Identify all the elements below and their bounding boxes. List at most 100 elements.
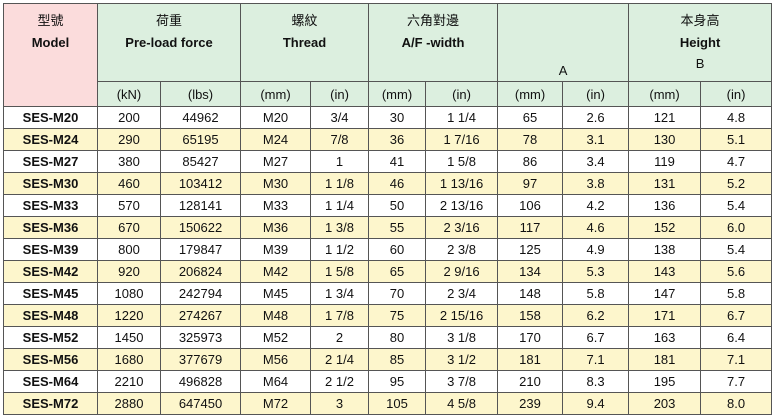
header-zh: 型號 xyxy=(37,13,64,28)
cell: 1 3/8 xyxy=(310,216,370,239)
unit-header: (in) xyxy=(562,81,630,107)
table-row: SES-M20 200 44962 M20 3/4 30 1 1/4 65 2.6 121 4.8 xyxy=(3,106,773,129)
cell: 3.4 xyxy=(562,150,630,173)
cell: 121 xyxy=(628,106,702,129)
cell: 138 xyxy=(628,238,702,261)
cell: 5.1 xyxy=(700,128,773,151)
cell: 3 1/2 xyxy=(425,348,499,371)
cell: 5.6 xyxy=(700,260,773,283)
unit-header: (mm) xyxy=(628,81,702,107)
cell: 1080 xyxy=(97,282,161,305)
model-cell: SES-M45 xyxy=(3,282,98,305)
cell: 4.2 xyxy=(562,194,630,217)
cell: 3/4 xyxy=(310,106,370,129)
cell: M39 xyxy=(240,238,312,261)
cell: 70 xyxy=(368,282,427,305)
cell: 5.3 xyxy=(562,260,630,283)
cell: 170 xyxy=(497,326,564,349)
cell: 2 13/16 xyxy=(425,194,499,217)
group-header: A xyxy=(497,3,630,82)
model-cell: SES-M72 xyxy=(3,392,98,415)
cell: 1680 xyxy=(97,348,161,371)
cell: M20 xyxy=(240,106,312,129)
cell: 2 xyxy=(310,326,370,349)
cell: 647450 xyxy=(159,392,242,415)
unit-header: (in) xyxy=(425,81,499,107)
cell: M42 xyxy=(240,260,312,283)
unit-header: (kN) xyxy=(97,81,161,107)
cell: 7/8 xyxy=(310,128,370,151)
cell: 136 xyxy=(628,194,702,217)
cell: 460 xyxy=(97,172,161,195)
cell: 4.9 xyxy=(562,238,630,261)
header-en: Height xyxy=(679,35,721,50)
header-en: Thread xyxy=(282,35,327,50)
cell: 5.4 xyxy=(700,194,773,217)
cell: 6.4 xyxy=(700,326,773,349)
cell: 800 xyxy=(97,238,161,261)
group-header: 六角對邊 A/F -width xyxy=(368,3,499,82)
cell: 1 13/16 xyxy=(425,172,499,195)
cell: 2880 xyxy=(97,392,161,415)
table-row: SES-M36 670 150622 M36 1 3/8 55 2 3/16 117 4.6 15… xyxy=(3,216,773,239)
cell: 65 xyxy=(497,106,564,129)
cell: 181 xyxy=(497,348,564,371)
model-cell: SES-M36 xyxy=(3,216,98,239)
cell: 163 xyxy=(628,326,702,349)
model-cell: SES-M64 xyxy=(3,370,98,393)
cell: 148 xyxy=(497,282,564,305)
header-row: 型號 Model 荷重 Pre-load force 螺紋 Thread 六角對邊 A/F -… xyxy=(3,3,773,107)
cell: 195 xyxy=(628,370,702,393)
cell: 125 xyxy=(497,238,564,261)
cell: 6.7 xyxy=(562,326,630,349)
cell: 5.8 xyxy=(700,282,773,305)
unit-row: (kN) (lbs) (mm) (in) (mm) (in) (mm) (in) (mm) (in… xyxy=(4,81,773,107)
group-header: 荷重 Pre-load force xyxy=(96,3,242,82)
cell: 86 xyxy=(497,150,564,173)
model-cell: SES-M48 xyxy=(3,304,98,327)
cell: 171 xyxy=(628,304,702,327)
cell: 65 xyxy=(368,260,427,283)
spec-table: 型號 Model 荷重 Pre-load force 螺紋 Thread 六角對邊 A/F -… xyxy=(3,3,773,415)
cell: 103412 xyxy=(159,172,242,195)
model-cell: SES-M39 xyxy=(3,238,98,261)
header-en: Model xyxy=(31,35,70,50)
table-row: SES-M45 1080 242794 M45 1 3/4 70 2 3/4 148 5.8 14… xyxy=(3,282,773,305)
model-cell: SES-M20 xyxy=(3,106,98,129)
table-body: SES-M20 200 44962 M20 3/4 30 1 1/4 65 2.6 121 4.8 S… xyxy=(3,106,773,415)
cell: 147 xyxy=(628,282,702,305)
cell: 5.4 xyxy=(700,238,773,261)
cell: 46 xyxy=(368,172,427,195)
cell: M33 xyxy=(240,194,312,217)
table-row: SES-M39 800 179847 M39 1 1/2 60 2 3/8 125 4.9 138… xyxy=(3,238,773,261)
table-row: SES-M52 1450 325973 M52 2 80 3 1/8 170 6.7 163 6.4 xyxy=(3,326,773,349)
cell: 2 3/16 xyxy=(425,216,499,239)
cell: 105 xyxy=(368,392,427,415)
cell: 85 xyxy=(368,348,427,371)
cell: 2 1/2 xyxy=(310,370,370,393)
cell: M27 xyxy=(240,150,312,173)
cell: 2 3/4 xyxy=(425,282,499,305)
cell: 8.0 xyxy=(700,392,773,415)
cell: 9.4 xyxy=(562,392,630,415)
cell: 2 9/16 xyxy=(425,260,499,283)
cell: 5.2 xyxy=(700,172,773,195)
cell: 1 7/16 xyxy=(425,128,499,151)
cell: 2 15/16 xyxy=(425,304,499,327)
cell: 239 xyxy=(497,392,564,415)
cell: 2.6 xyxy=(562,106,630,129)
cell: 97 xyxy=(497,172,564,195)
cell: 106 xyxy=(497,194,564,217)
group-header: 螺紋 Thread xyxy=(240,3,370,82)
table-row: SES-M56 1680 377679 M56 2 1/4 85 3 1/2 181 7.1 18… xyxy=(3,348,773,371)
header-sub: B xyxy=(695,56,705,71)
table-row: SES-M48 1220 274267 M48 1 7/8 75 2 15/16 158 6.2… xyxy=(3,304,773,327)
cell: 4.7 xyxy=(700,150,773,173)
model-cell: SES-M42 xyxy=(3,260,98,283)
cell: 1 1/8 xyxy=(310,172,370,195)
cell: 60 xyxy=(368,238,427,261)
cell: 206824 xyxy=(159,260,242,283)
cell: 4 5/8 xyxy=(425,392,499,415)
cell: 1 xyxy=(310,150,370,173)
cell: 44962 xyxy=(159,106,242,129)
